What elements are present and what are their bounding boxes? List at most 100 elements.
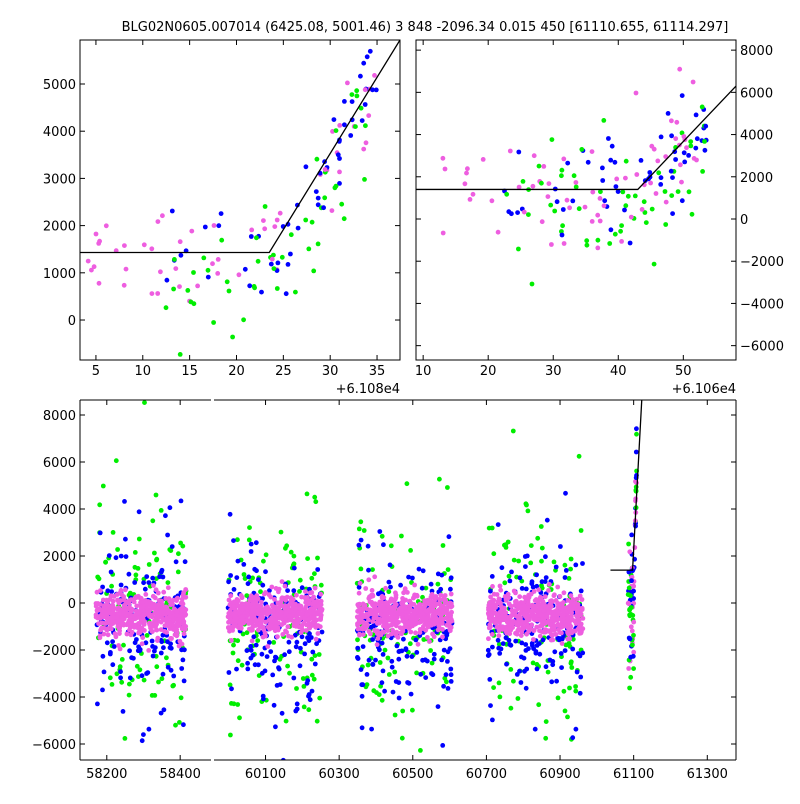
data-point-green <box>516 246 521 252</box>
data-point-blue <box>514 672 520 677</box>
data-point-magenta <box>124 631 130 637</box>
data-point-magenta <box>247 597 253 603</box>
data-point-green <box>354 93 360 99</box>
data-point-magenta <box>155 590 161 596</box>
data-point-green <box>642 210 648 215</box>
data-point-blue <box>271 702 277 708</box>
data-point-magenta <box>381 618 387 623</box>
data-point-green <box>612 231 618 237</box>
data-point-green <box>598 189 603 195</box>
y-tick-label: 6000 <box>740 86 773 101</box>
data-point-magenta <box>303 597 309 603</box>
data-point-blue <box>292 632 298 638</box>
data-point-magenta <box>181 619 187 624</box>
data-point-magenta <box>239 595 245 601</box>
x-tick-label: 5 <box>92 364 100 379</box>
data-point-magenta <box>158 269 163 275</box>
data-point-magenta <box>427 639 432 644</box>
data-point-magenta <box>631 619 637 625</box>
data-point-green <box>224 279 230 285</box>
data-point-magenta <box>539 219 545 225</box>
data-point-magenta <box>142 619 148 624</box>
data-point-blue <box>448 679 454 684</box>
data-point-blue <box>658 175 664 181</box>
data-point-green <box>284 543 290 549</box>
data-point-magenta <box>496 596 502 602</box>
data-point-magenta <box>440 230 446 236</box>
data-point-blue <box>293 644 299 650</box>
data-point-blue <box>268 261 274 267</box>
data-point-green <box>134 663 140 669</box>
data-point-magenta <box>559 602 565 608</box>
data-point-blue <box>169 544 175 549</box>
data-point-magenta <box>115 611 121 617</box>
data-point-blue <box>356 542 362 548</box>
data-point-magenta <box>248 628 254 633</box>
data-point-green <box>107 675 113 681</box>
data-point-green <box>150 518 156 524</box>
data-point-blue <box>629 532 635 538</box>
data-point-green <box>491 685 496 690</box>
data-point-magenta <box>531 589 537 594</box>
data-point-blue <box>123 554 129 559</box>
data-point-blue <box>377 529 383 534</box>
x-tick-label: 61300 <box>687 767 728 782</box>
data-point-green <box>304 491 310 497</box>
data-point-magenta <box>260 612 265 618</box>
data-point-magenta <box>154 627 160 633</box>
data-point-blue <box>544 517 550 523</box>
data-point-magenta <box>108 610 113 615</box>
data-point-green <box>370 567 375 572</box>
data-point-magenta <box>249 227 255 233</box>
data-point-green <box>539 545 545 551</box>
data-point-magenta <box>355 622 360 628</box>
data-point-green <box>180 543 186 549</box>
data-point-green <box>379 697 385 703</box>
data-point-magenta <box>246 604 252 610</box>
data-point-green <box>536 702 542 708</box>
data-point-blue <box>523 564 528 569</box>
data-point-magenta <box>383 585 388 591</box>
data-point-magenta <box>516 614 522 620</box>
data-point-blue <box>342 99 347 104</box>
data-point-magenta <box>282 583 288 589</box>
data-point-magenta <box>364 621 369 627</box>
data-point-blue <box>179 647 185 653</box>
data-point-magenta <box>431 601 437 607</box>
data-point-magenta <box>121 621 127 627</box>
data-point-magenta <box>176 643 182 649</box>
data-point-magenta <box>631 649 637 655</box>
data-point-magenta <box>121 282 127 288</box>
data-point-magenta <box>299 611 305 616</box>
data-point-magenta <box>309 590 315 595</box>
data-point-magenta <box>166 620 172 626</box>
data-point-blue <box>609 143 615 149</box>
data-point-blue <box>313 189 319 195</box>
data-point-magenta <box>580 616 586 621</box>
x-tick-label: 61100 <box>613 767 654 782</box>
data-point-blue <box>268 649 274 654</box>
data-point-magenta <box>303 617 309 623</box>
data-point-magenta <box>181 631 187 637</box>
data-point-green <box>103 559 108 565</box>
data-point-magenta <box>303 589 308 594</box>
data-point-magenta <box>653 191 659 196</box>
data-point-magenta <box>160 213 165 219</box>
data-point-magenta <box>497 583 503 589</box>
data-point-green <box>607 241 613 246</box>
data-point-green <box>185 288 191 293</box>
data-point-magenta <box>437 626 443 631</box>
data-point-magenta <box>277 210 283 216</box>
bottom-fit-line <box>610 400 643 571</box>
data-point-blue <box>342 122 347 128</box>
data-point-magenta <box>389 611 394 616</box>
data-point-green <box>333 128 339 134</box>
data-point-magenta <box>619 239 624 244</box>
data-point-blue <box>559 232 565 238</box>
data-point-green <box>191 270 196 275</box>
data-point-green <box>445 485 450 490</box>
data-point-magenta <box>494 624 500 630</box>
x-tick-label: 58400 <box>159 767 200 782</box>
y-tick-label: 8000 <box>43 409 76 424</box>
